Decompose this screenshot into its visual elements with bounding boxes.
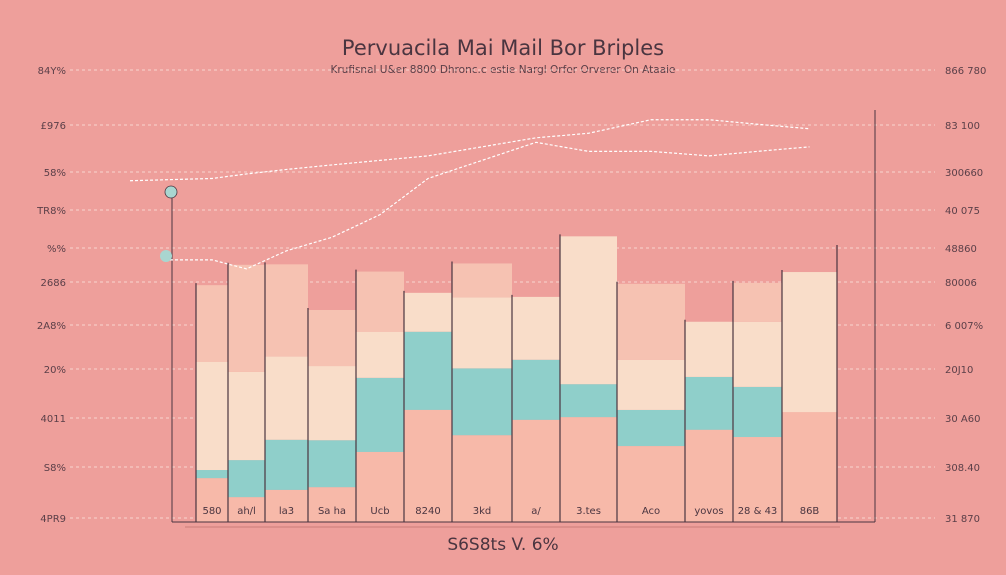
bar-segment [265,489,308,522]
bar-segment [356,377,404,452]
bar-segment [617,283,685,360]
y-tick-label-right: 48860 [945,244,977,255]
y-tick-label-left: 2686 [41,278,66,289]
bar-segment [512,419,560,522]
bar-segment [228,497,265,522]
y-tick-label-right: 308.40 [945,463,980,474]
bar-segment [782,412,837,522]
y-tick-label-left: 2A8% [37,321,66,332]
bar-segment [512,296,560,360]
bar-segment [685,376,733,430]
x-tick-label: Aco [642,506,660,517]
y-tick-label-left: S8% [44,463,66,474]
bar-segment [356,451,404,522]
bar-segment [733,321,782,387]
y-tick-label-right: 866 780 [945,66,986,77]
bar-segment [308,366,356,441]
bar-segment [404,331,452,410]
bar-segment [452,435,512,522]
bar-segment [228,460,265,498]
bar-segment [452,263,512,298]
y-tick-label-left: 20% [44,365,66,376]
bar-segment [308,310,356,367]
chart-title: Pervuacila Mai Mail Bor Briples [341,36,665,60]
bar-segment [512,359,560,420]
bar-segment [228,371,265,461]
y-tick-label-left: 84Y% [38,66,66,77]
x-tick-label: 580 [202,506,221,517]
bar-segment [228,264,265,372]
y-tick-label-right: 83 100 [945,121,980,132]
bar-segment [308,487,356,522]
bar-segment [404,292,452,332]
bar-segment [685,321,733,377]
bar-segment [308,440,356,488]
bar-segment [452,297,512,369]
bar-segment [452,368,512,436]
bar-segment [196,361,228,471]
y-tick-label-left: £976 [41,121,66,132]
y-tick-label-left: 4PR9 [40,514,66,525]
bar-segment [782,272,837,413]
x-tick-label: 8240 [415,506,440,517]
y-tick-label-left: %% [47,244,66,255]
y-tick-label-left: 58% [44,168,66,179]
x-tick-label: 28 & 43 [738,506,778,517]
x-tick-label: 3kd [473,506,492,517]
bar-segment [196,285,228,362]
bar-segment [617,446,685,522]
bar-segment [560,236,617,385]
bar-segment [733,386,782,438]
bar-segment [404,409,452,522]
bar-segment [196,470,228,479]
bar-segment [560,417,617,522]
y-tick-label-right: 40 075 [945,206,980,217]
bar-segment [733,437,782,522]
y-tick-label-right: 6 007% [945,321,983,332]
y-tick-label-right: 20J10 [945,365,973,376]
x-tick-label: yovos [694,506,723,517]
line-series [129,119,810,182]
bar-segment [617,359,685,410]
bar-segment [733,282,782,322]
x-tick-label: Ucb [370,506,389,517]
x-tick-label: a/ [531,506,541,517]
chart-footer: S6S8ts V. 6% [447,535,559,555]
line-series [165,141,810,270]
bar-segment [617,409,685,447]
x-tick-label: 3.tes [576,506,601,517]
y-tick-label-right: 31 870 [945,514,980,525]
y-tick-label-right: 300660 [945,168,983,179]
y-tick-label-left: 4011 [41,414,66,425]
y-tick-label-right: 30 A60 [945,414,980,425]
bar-segment [356,331,404,378]
x-tick-label: la3 [279,506,294,517]
y-tick-label-left: TR8% [36,206,66,217]
bar-segment [685,429,733,522]
bar-segment [265,264,308,357]
marker-point [160,250,172,262]
bar-segment [560,384,617,418]
x-tick-label: ah/l [237,506,256,517]
bar-segment [356,271,404,332]
bar-segment [265,356,308,440]
x-tick-label: 86B [800,506,820,517]
y-tick-label-right: 80006 [945,278,977,289]
bar-segment [196,478,228,522]
x-tick-label: Sa ha [318,506,346,517]
bar-segment [265,439,308,490]
marker-point [164,185,178,199]
